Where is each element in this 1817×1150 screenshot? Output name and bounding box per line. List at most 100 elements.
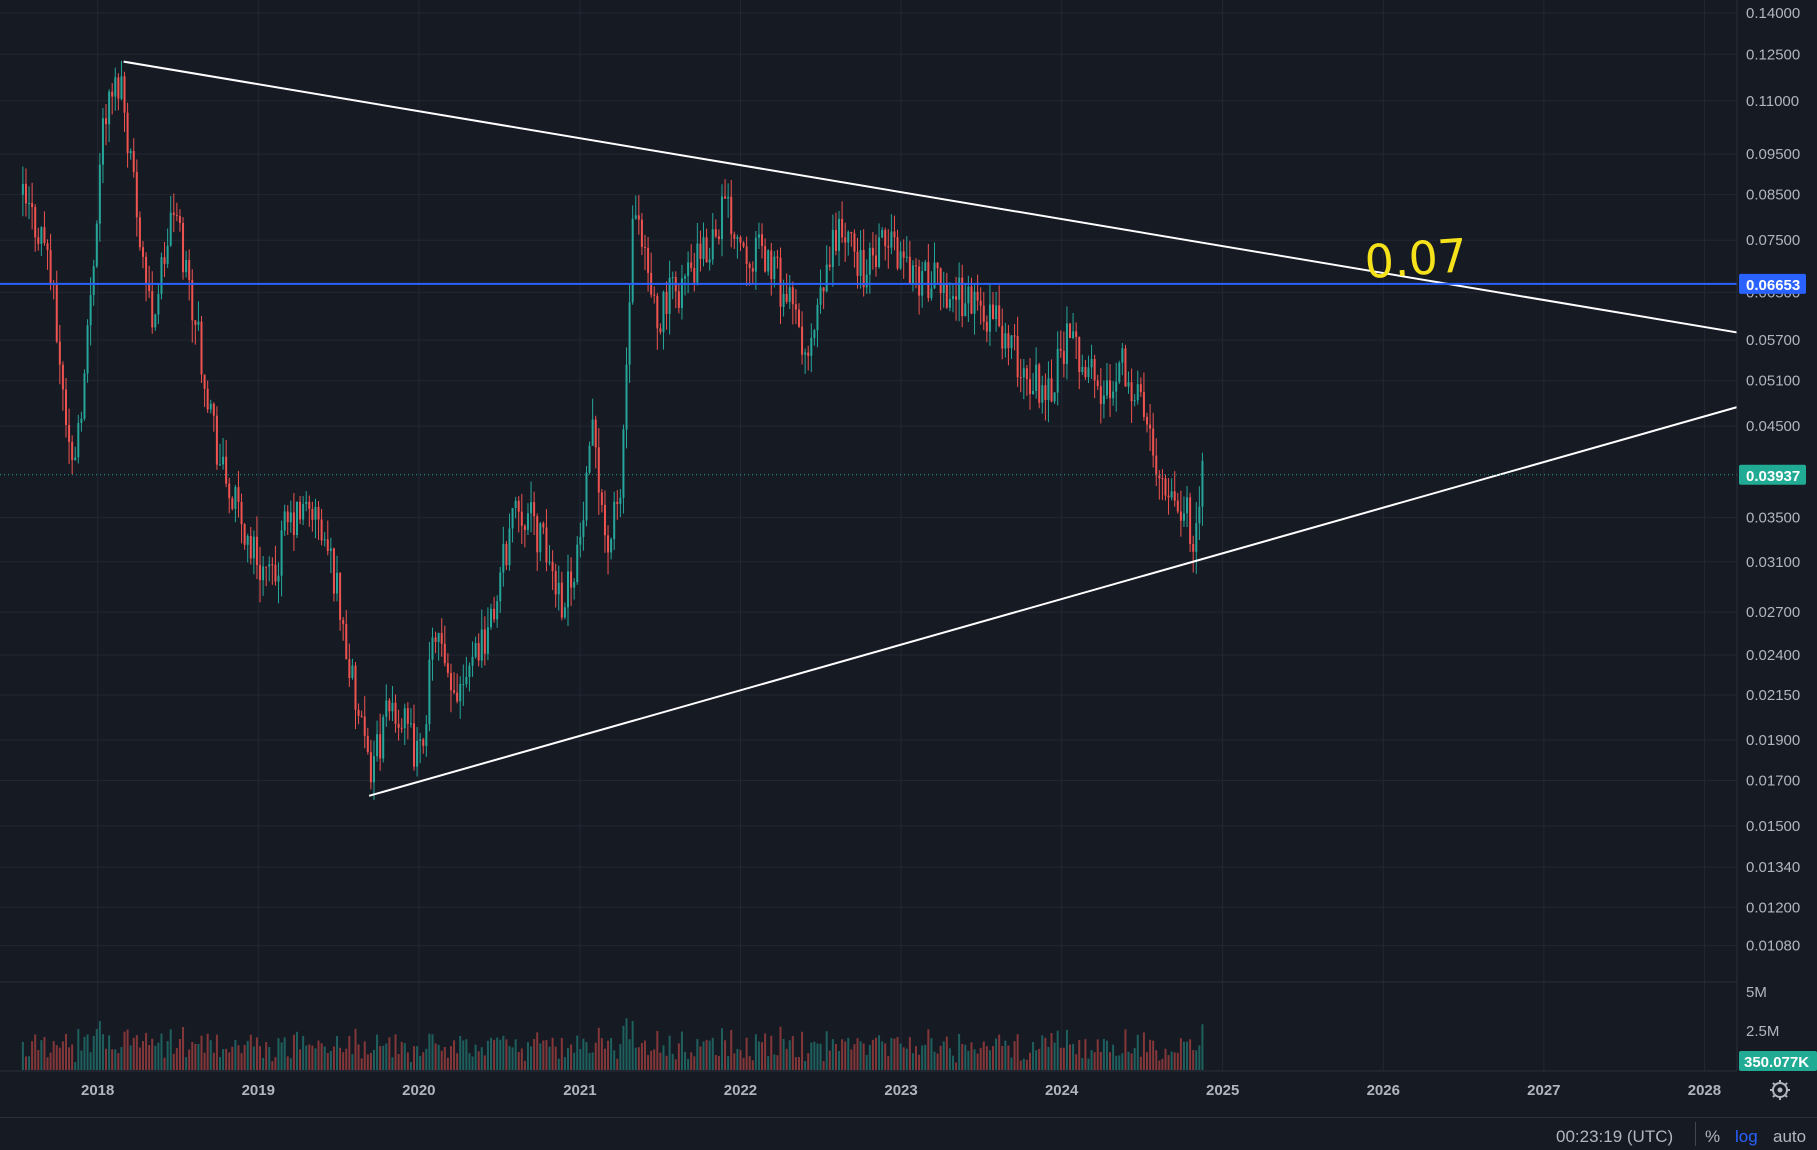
candle-body (801, 326, 804, 355)
candle-body (332, 548, 335, 594)
volume-bar (345, 1048, 348, 1070)
candle-body (791, 287, 794, 305)
auto-toggle[interactable]: auto (1773, 1127, 1807, 1146)
volume-bar (1186, 1041, 1189, 1070)
candle-body (878, 237, 881, 267)
volume-bar (1109, 1052, 1112, 1070)
candle-body (804, 352, 807, 355)
candle-body (1084, 366, 1087, 378)
volume-bar (369, 1052, 372, 1070)
candle-body (751, 268, 754, 272)
candle-body (893, 231, 896, 238)
price-scale[interactable]: 0.14000 0.12500 0.11000 0.09500 0.08500 0.075… (1736, 0, 1817, 1071)
candle-body (148, 283, 151, 292)
volume-bar (1016, 1034, 1019, 1070)
volume-bar (896, 1037, 899, 1070)
volume-bar (764, 1033, 767, 1070)
volume-bar (619, 1044, 622, 1070)
candle-body (536, 516, 539, 553)
candle-body (422, 739, 425, 746)
volume-bar (705, 1039, 708, 1070)
drawings[interactable]: 0.07 (0, 60, 1772, 797)
price-chart[interactable]: 0.07 0.14000 0.12500 0.11000 0.09500 0.08500… (0, 0, 1817, 1117)
candle-body (884, 229, 887, 247)
candle-body (511, 508, 514, 529)
volume-bar (77, 1029, 80, 1070)
candle-body (1146, 416, 1149, 425)
volume-bar (271, 1061, 274, 1070)
candle-body (172, 212, 175, 216)
candle-body (135, 171, 138, 218)
volume-bar (647, 1055, 650, 1070)
volume-bar (933, 1051, 936, 1070)
annotation-text[interactable]: 0.07 (1363, 228, 1469, 289)
candle-body (970, 286, 973, 314)
candle-body (982, 305, 985, 322)
candle-body (542, 523, 545, 528)
volume-tick-label: 5M (1746, 984, 1767, 1001)
volume-bar (332, 1046, 335, 1070)
volume-bar (1133, 1048, 1136, 1070)
candle-body (58, 341, 61, 365)
trendline-ascending-support[interactable] (368, 396, 1772, 797)
candle-body (764, 246, 767, 272)
candle-body (1167, 495, 1170, 498)
volume-bar (625, 1018, 628, 1070)
candle-body (114, 77, 117, 97)
volume-bar (425, 1048, 428, 1070)
volume-bar (446, 1057, 449, 1070)
candle-body (388, 700, 391, 712)
candle-body (132, 151, 135, 172)
volume-bar (600, 1038, 603, 1070)
volume-bar (1173, 1052, 1176, 1070)
volume-bar (1176, 1052, 1179, 1070)
volume-bar (628, 1039, 631, 1070)
volume-bar (477, 1051, 480, 1070)
candle-body (218, 464, 221, 466)
candle-body (443, 643, 446, 664)
volume-bar (502, 1035, 505, 1070)
candle-body (690, 262, 693, 268)
log-toggle[interactable]: log (1735, 1127, 1758, 1146)
time-axis[interactable]: 2018 2019 2020 2021 2022 2023 2024 2025 2026 2027… (81, 1080, 1790, 1100)
candle-body (992, 304, 995, 320)
volume-bar (1152, 1040, 1155, 1070)
volume-bar (742, 1057, 745, 1070)
volume-bar (49, 1052, 52, 1070)
volume-bar (530, 1046, 533, 1070)
volume-bar (117, 1053, 120, 1070)
volume-bar (579, 1048, 582, 1070)
volume-bar (908, 1037, 911, 1070)
candle-body (643, 246, 646, 248)
candle-body (188, 259, 191, 281)
volume-bar (711, 1037, 714, 1070)
volume-bar (554, 1046, 557, 1070)
volume-bar (385, 1043, 388, 1070)
price-tick-label: 0.01500 (1746, 818, 1800, 835)
volume-bar (847, 1037, 850, 1070)
candle-body (625, 364, 628, 430)
candle-body (21, 183, 24, 195)
trendline-descending-resistance[interactable] (123, 60, 1772, 340)
volume-bar (905, 1048, 908, 1070)
volume-bar (1161, 1058, 1164, 1070)
volume-bar (807, 1053, 810, 1070)
volume-bar (951, 1055, 954, 1070)
percent-toggle[interactable]: % (1705, 1127, 1721, 1146)
candle-body (720, 196, 723, 240)
candle-body (930, 288, 933, 299)
candle-body (1161, 478, 1164, 480)
settings-gear-icon[interactable] (1770, 1080, 1790, 1100)
candle-body (262, 566, 265, 581)
candle-body (1130, 382, 1133, 402)
candle-body (881, 229, 884, 238)
candle-body (34, 207, 37, 238)
volume-bar (280, 1042, 283, 1070)
volume-bar (209, 1040, 212, 1070)
volume-bar (1007, 1045, 1010, 1070)
volume-bar (222, 1049, 225, 1070)
volume-bar (1195, 1050, 1198, 1070)
volume-bar (357, 1044, 360, 1070)
volume-bar (28, 1056, 31, 1070)
volume-bar (141, 1041, 144, 1070)
